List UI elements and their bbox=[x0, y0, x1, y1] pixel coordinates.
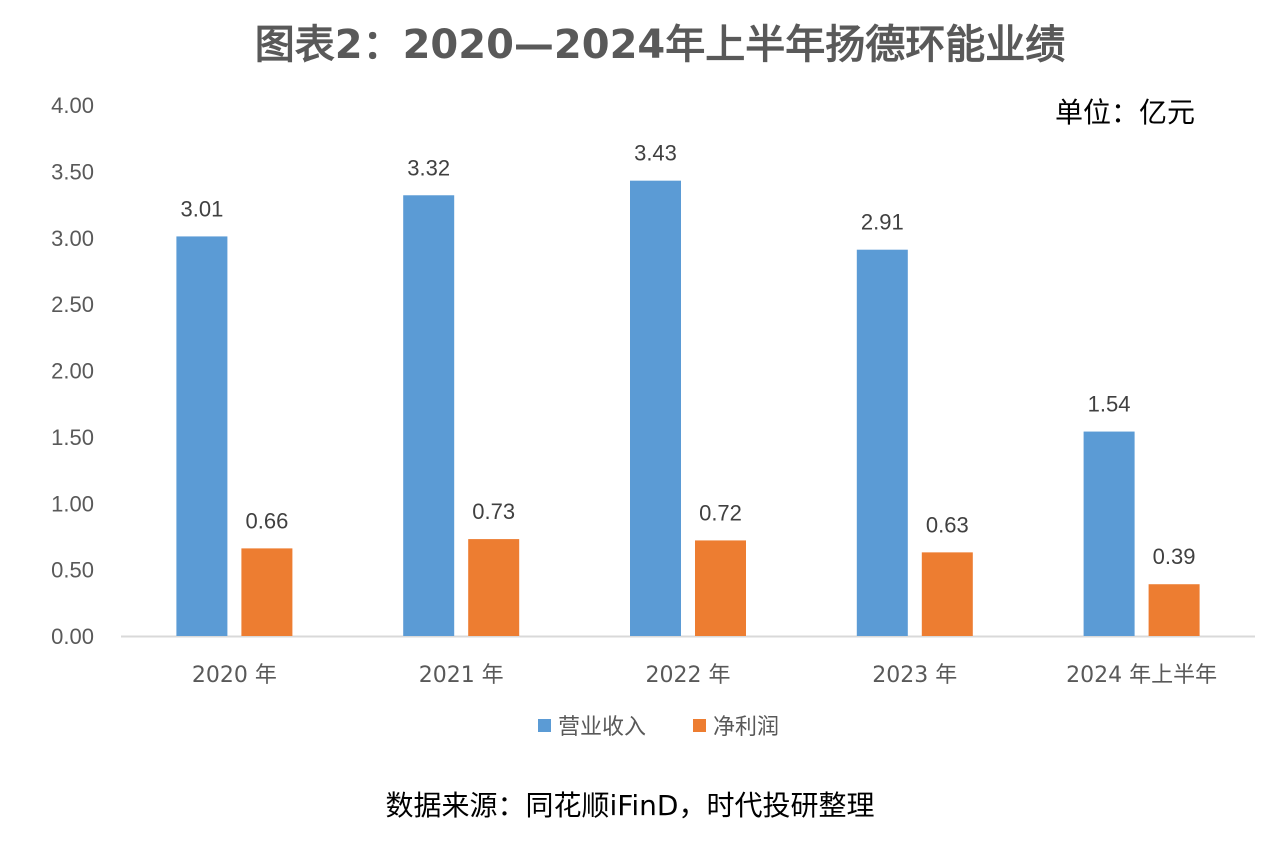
x-tick-label: 2021 年 bbox=[419, 663, 504, 688]
bar-net-profit bbox=[695, 540, 746, 636]
x-tick-label: 2020 年 bbox=[192, 663, 277, 688]
data-labels-group: 3.01 0.66 3.32 0.73 3.43 0.72 2.91 0.63 1.54 0.39 bbox=[180, 141, 1195, 570]
bar-revenue bbox=[1083, 431, 1135, 636]
bars-group bbox=[176, 180, 1200, 637]
source-note: 数据来源：同花顺iFinD，时代投研整理 bbox=[386, 789, 875, 822]
x-tick-label: 2023 年 bbox=[872, 663, 957, 688]
legend-label: 营业收入 bbox=[558, 715, 646, 740]
bar-revenue bbox=[630, 180, 681, 637]
y-axis: 0.00 0.50 1.00 1.50 2.00 2.50 3.00 3.50 4.00 bbox=[51, 93, 94, 649]
data-label: 0.66 bbox=[245, 508, 288, 533]
legend-label: 净利润 bbox=[713, 715, 779, 740]
y-tick-label: 1.00 bbox=[51, 491, 94, 516]
data-label: 3.32 bbox=[407, 155, 450, 180]
legend: 营业收入 净利润 bbox=[538, 715, 779, 740]
y-tick-label: 3.00 bbox=[51, 226, 94, 251]
y-tick-label: 0.00 bbox=[51, 624, 94, 649]
bar-net-profit bbox=[1148, 584, 1200, 636]
data-label: 0.39 bbox=[1153, 544, 1196, 569]
data-label: 0.63 bbox=[926, 512, 969, 537]
bar-net-profit bbox=[921, 552, 973, 636]
chart-title: 图表2：2020—2024年上半年扬德环能业绩 bbox=[255, 22, 1066, 68]
y-tick-label: 2.00 bbox=[51, 359, 94, 384]
bar-revenue bbox=[403, 195, 455, 636]
data-label: 0.73 bbox=[472, 499, 515, 524]
legend-swatch-net-profit bbox=[693, 719, 706, 732]
y-tick-label: 1.50 bbox=[51, 425, 94, 450]
data-label: 2.91 bbox=[861, 210, 904, 235]
legend-swatch-revenue bbox=[538, 719, 551, 732]
x-tick-label: 2024 年上半年 bbox=[1066, 663, 1217, 688]
unit-label: 单位：亿元 bbox=[1055, 96, 1195, 129]
data-label: 1.54 bbox=[1088, 392, 1131, 417]
y-tick-label: 4.00 bbox=[51, 93, 94, 118]
x-tick-label: 2022 年 bbox=[646, 663, 731, 688]
bar-revenue bbox=[176, 236, 228, 637]
data-label: 0.72 bbox=[699, 500, 742, 525]
data-label: 3.01 bbox=[180, 196, 223, 221]
y-tick-label: 0.50 bbox=[51, 558, 94, 583]
x-axis: 2020 年 2021 年 2022 年 2023 年 2024 年上半年 bbox=[192, 663, 1217, 688]
y-tick-label: 2.50 bbox=[51, 292, 94, 317]
bar-revenue bbox=[856, 249, 908, 636]
data-label: 3.43 bbox=[634, 141, 677, 166]
y-tick-label: 3.50 bbox=[51, 159, 94, 184]
bar-net-profit bbox=[241, 548, 293, 636]
bar-net-profit bbox=[468, 539, 520, 636]
